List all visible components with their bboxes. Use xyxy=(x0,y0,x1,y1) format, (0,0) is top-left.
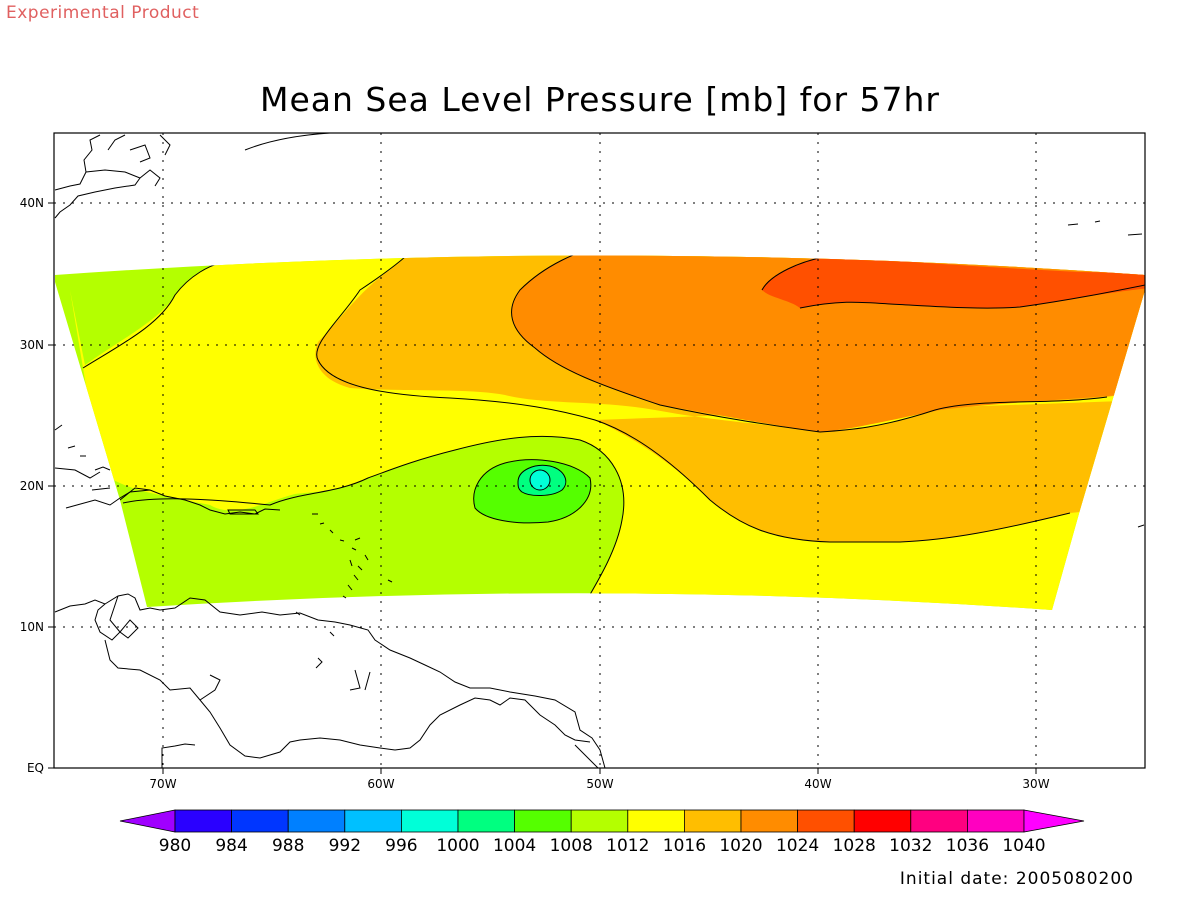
colorbar-level-label: 1004 xyxy=(493,836,536,856)
lat-label: 30N xyxy=(20,338,44,352)
colorbar-level-label: 1036 xyxy=(946,836,989,856)
colorbar-level-label: 992 xyxy=(329,836,361,856)
colorbar-swatch xyxy=(967,809,1025,833)
colorbar-level-label: 980 xyxy=(159,836,191,856)
colorbar-swatch xyxy=(514,809,572,833)
colorbar-swatch xyxy=(231,809,289,833)
colorbar-level-label: 996 xyxy=(385,836,417,856)
colorbar-swatch xyxy=(457,809,515,833)
colorbar-level-label: 1020 xyxy=(719,836,762,856)
initial-date-value: 2005080200 xyxy=(1015,869,1134,889)
colorbar: 980 984 988 992 996 1000 1004 1008 1012 1016 1020 1… xyxy=(119,809,1085,856)
colorbar-swatch xyxy=(287,809,346,833)
lon-label: 60W xyxy=(367,777,394,791)
colorbar-level-label: 1032 xyxy=(889,836,932,856)
colorbar-swatch xyxy=(853,809,912,833)
colorbar-swatch xyxy=(627,809,685,833)
lat-label: 20N xyxy=(20,479,44,493)
colorbar-level-label: 1000 xyxy=(436,836,479,856)
grid-lines xyxy=(54,133,1145,768)
chart-title: Mean Sea Level Pressure [mb] for 57hr xyxy=(259,80,941,119)
colorbar-swatch xyxy=(910,809,968,833)
colorbar-low-arrow xyxy=(119,809,176,833)
lon-label: 40W xyxy=(804,777,831,791)
colorbar-swatch xyxy=(344,809,402,833)
colorbar-swatch xyxy=(174,809,232,833)
initial-date-label: Initial date: xyxy=(899,869,1010,889)
pressure-fill xyxy=(54,133,1145,768)
colorbar-swatch xyxy=(797,809,855,833)
colorbar-level-label: 1040 xyxy=(1002,836,1045,856)
initial-date: Initial date: 2005080200 xyxy=(900,869,1134,889)
colorbar-level-label: 988 xyxy=(272,836,304,856)
lat-label: 40N xyxy=(20,196,44,210)
lon-label: 70W xyxy=(149,777,176,791)
colorbar-level-label: 1012 xyxy=(606,836,649,856)
colorbar-swatch xyxy=(570,809,629,833)
colorbar-high-arrow xyxy=(1023,809,1085,833)
lon-label: 50W xyxy=(586,777,613,791)
lon-label: 30W xyxy=(1022,777,1049,791)
colorbar-level-label: 1024 xyxy=(776,836,819,856)
lat-label: 10N xyxy=(20,620,44,634)
colorbar-swatch xyxy=(684,809,742,833)
lat-labels: EQ 10N 20N 30N 40N xyxy=(20,196,44,775)
colorbar-level-label: 984 xyxy=(215,836,247,856)
coastlines xyxy=(54,133,1145,768)
colorbar-level-label: 1016 xyxy=(663,836,706,856)
colorbar-level-label: 1008 xyxy=(550,836,593,856)
colorbar-swatch xyxy=(740,809,798,833)
colorbar-swatch xyxy=(400,809,459,833)
lon-labels: 70W 60W 50W 40W 30W xyxy=(149,777,1049,791)
colorbar-level-label: 1028 xyxy=(833,836,876,856)
lat-label: EQ xyxy=(27,761,44,775)
experimental-product-label: Experimental Product xyxy=(6,3,200,23)
